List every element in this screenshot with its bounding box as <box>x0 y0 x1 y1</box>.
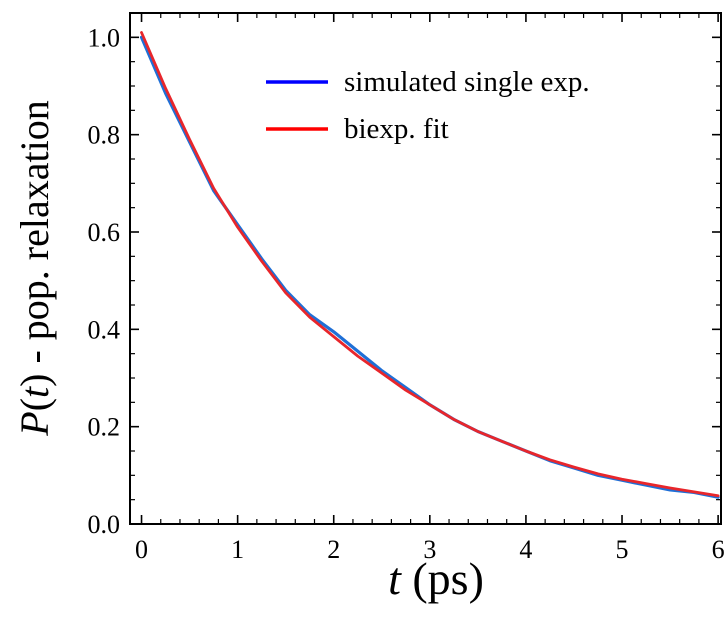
x-tick-label: 3 <box>423 535 436 564</box>
y-tick-label: 0.8 <box>88 121 121 150</box>
x-axis-unit: (ps) <box>401 553 484 604</box>
y-tick-label: 0.2 <box>88 413 121 442</box>
y-axis-rest: ) - pop. relaxation <box>12 100 57 387</box>
y-axis-title: P(t) - pop. relaxation <box>12 100 57 436</box>
series-line-fit <box>140 31 720 498</box>
x-tick-label: 4 <box>519 535 532 564</box>
y-tick-label: 0.0 <box>88 510 121 539</box>
y-axis-paren: ( <box>12 398 57 411</box>
plot-frame <box>129 12 722 525</box>
x-axis-variable: t <box>388 553 402 604</box>
y-tick-label: 0.4 <box>88 315 121 344</box>
x-tick-label: 2 <box>327 535 340 564</box>
x-tick-label: 6 <box>712 535 725 564</box>
legend-label: biexp. fit <box>344 113 449 145</box>
y-tick-label: 0.6 <box>88 218 121 247</box>
x-tick-label: 5 <box>616 535 629 564</box>
legend: simulated single exp. biexp. fit <box>266 66 590 145</box>
ticks: 0 1 2 3 4 5 6 0.0 0.2 0.4 0.6 0.8 1.0 <box>88 13 725 564</box>
legend-label: simulated single exp. <box>344 66 590 98</box>
x-tick-label: 0 <box>135 535 148 564</box>
y-tick-label: 1.0 <box>88 23 121 52</box>
data-lines <box>139 31 720 499</box>
y-axis-variable-2: t <box>12 386 57 398</box>
x-tick-label: 1 <box>231 535 244 564</box>
x-axis-title: t (ps) <box>388 553 484 604</box>
series-line-simulated <box>139 35 720 499</box>
y-axis-variable: P <box>12 411 57 436</box>
